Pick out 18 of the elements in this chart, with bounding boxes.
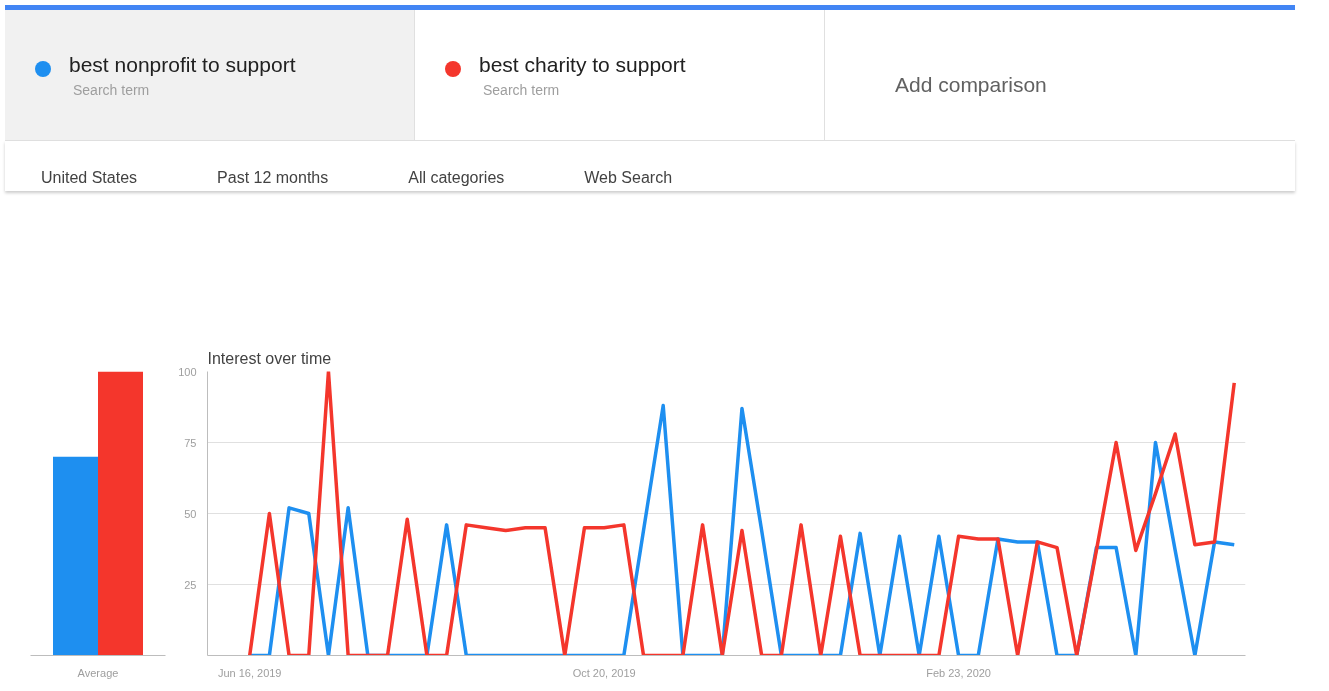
- text: Search term: [483, 81, 561, 100]
- text: United States: [41, 169, 138, 186]
- y-tick-label: 100: [178, 365, 197, 378]
- text: Add comparison: [894, 72, 1047, 98]
- y-tick-label: 25: [184, 578, 197, 591]
- x-tick-label: Jun 16, 2019: [217, 666, 282, 679]
- x-tick-label: Average: [77, 666, 119, 679]
- text: Past 12 months: [217, 169, 329, 186]
- x-tick-label: Oct 20, 2019: [572, 666, 636, 679]
- text: Search term: [73, 81, 151, 100]
- legend-label: best nonprofit to support: [69, 53, 296, 76]
- chart-title: Interest over time: [207, 349, 332, 367]
- y-tick-label: 75: [184, 436, 197, 449]
- legend-label: best charity to support: [479, 53, 686, 76]
- x-tick-label: Feb 23, 2020: [926, 666, 991, 679]
- text: Web Search: [584, 169, 673, 186]
- y-tick-label: 50: [184, 507, 197, 520]
- text: All categories: [408, 169, 505, 186]
